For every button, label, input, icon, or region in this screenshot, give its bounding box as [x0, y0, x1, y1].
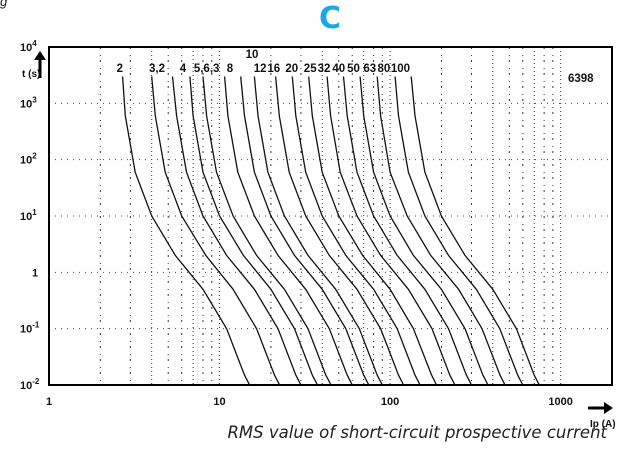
curve-label-10: 10 [246, 49, 259, 61]
curve-40A [342, 76, 473, 386]
curve-12A [253, 76, 383, 386]
curve-label-2: 2 [117, 63, 123, 75]
curve-label-20: 20 [285, 63, 298, 75]
curve-10A [240, 76, 370, 386]
curve-16A [274, 76, 405, 386]
y-axis-label: t (s) [22, 69, 40, 80]
x-tick-label: 1000 [548, 396, 572, 408]
curve-80A [394, 76, 524, 386]
curve-label-5-6-3: 5,6,3 [194, 63, 220, 75]
curve-3A [151, 76, 281, 386]
y-tick-label: 101 [20, 208, 37, 223]
curve-2A [121, 76, 251, 386]
curve-8A [223, 76, 353, 386]
y-tick-label: 10-1 [20, 321, 40, 336]
annotation-6398: 6398 [568, 73, 594, 85]
curve-5A [189, 76, 319, 386]
x-axis-arrow-head [604, 402, 613, 414]
curve-50A [359, 76, 489, 386]
y-tick-label: 10-2 [20, 377, 40, 392]
y-tick-label: 1 [32, 267, 38, 279]
curve-100A [410, 76, 540, 386]
y-axis-arrow-head [34, 51, 46, 60]
x-axis-caption: RMS value of short-circuit prospective c… [227, 423, 607, 442]
y-tick-label: 104 [20, 39, 37, 54]
curve-label-63: 63 [363, 63, 376, 75]
curve-label-8: 8 [227, 63, 234, 75]
curve-label-50: 50 [347, 63, 360, 75]
curve-label-3-2: 3,2 [149, 63, 165, 75]
curve-63A [376, 76, 506, 386]
chart-title-letter: C [318, 1, 342, 36]
curve-label-25: 25 [304, 63, 317, 75]
curve-label-12: 12 [254, 63, 267, 75]
curve-label-80: 80 [378, 63, 391, 75]
curve-label-40: 40 [332, 63, 345, 75]
curve-6A [202, 76, 332, 386]
curve-32A [326, 76, 456, 386]
y-tick-label: 103 [20, 95, 37, 110]
curve-label-32: 32 [318, 63, 331, 75]
x-tick-label: 1 [46, 396, 52, 408]
y-tick-label: 102 [20, 152, 37, 167]
curve-label-layer: 2 3,2 4 5,6,3 8 10 12 16 20 25 32 40 50 63 80 100 [117, 49, 410, 75]
curve-20A [291, 76, 421, 386]
curve-label-4: 4 [180, 63, 187, 75]
curve-layer [121, 76, 540, 386]
curve-label-16: 16 [267, 63, 280, 75]
x-tick-label: 10 [213, 396, 225, 408]
curve-25A [308, 76, 438, 386]
dotted-grid-traces [49, 47, 612, 385]
curve-4A [171, 76, 302, 386]
x-tick-label: 100 [381, 396, 399, 408]
curve-label-100: 100 [391, 63, 410, 75]
x-axis-label: Ip (A) [590, 419, 616, 430]
top-cut-off-text: g [0, 0, 8, 9]
